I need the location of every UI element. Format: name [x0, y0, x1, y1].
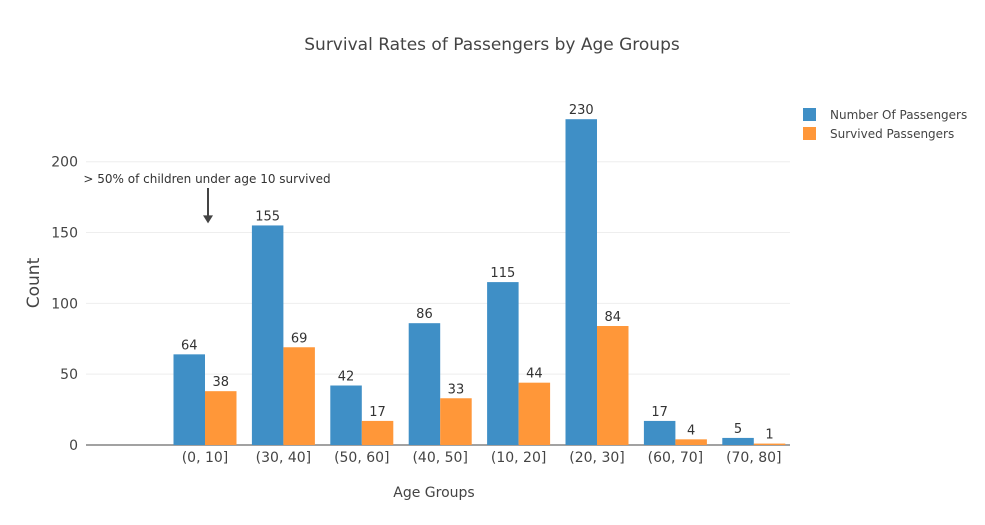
- bar-survived: [205, 391, 237, 445]
- bar-value-label: 38: [212, 375, 229, 390]
- bar-passengers: [251, 225, 284, 445]
- x-tick-label: (0, 10]: [182, 450, 229, 466]
- bar-value-label: 17: [651, 405, 668, 420]
- bar-value-label: 33: [448, 382, 465, 397]
- x-tick-label: (60, 70]: [648, 450, 703, 466]
- y-axis-ticks: 0 50 100 150 200: [51, 155, 78, 454]
- annotation: > 50% of children under age 10 survived: [83, 172, 331, 224]
- bar-value-label: 84: [604, 310, 621, 325]
- annotation-text: > 50% of children under age 10 survived: [83, 172, 330, 186]
- x-tick-label: (50, 60]: [334, 450, 389, 466]
- bar-survived: [518, 382, 551, 445]
- bar-survived: [597, 326, 629, 445]
- x-tick-label: (40, 50]: [412, 450, 467, 466]
- bar-survived: [283, 347, 315, 445]
- y-tick-label: 0: [69, 438, 78, 454]
- chart-title: Survival Rates of Passengers by Age Grou…: [304, 35, 680, 55]
- legend-label: Number Of Passengers: [830, 108, 967, 122]
- bar-survived: [675, 439, 707, 445]
- bar-value-label: 69: [291, 331, 308, 346]
- x-tick-label: (10, 20]: [491, 450, 546, 466]
- bar-survived: [440, 398, 472, 445]
- bar-value-label: 44: [526, 367, 543, 382]
- bar-passengers: [408, 323, 441, 445]
- annotation-arrow-head: [203, 215, 213, 224]
- bar-value-label: 155: [255, 209, 280, 224]
- bar-passengers: [565, 119, 597, 445]
- bar-value-label: 4: [687, 423, 695, 438]
- legend-swatch: [803, 108, 816, 121]
- y-tick-label: 50: [60, 367, 78, 383]
- x-axis-ticks: (0, 10] (30, 40] (50, 60] (40, 50] (10, 20] (…: [182, 450, 782, 466]
- bar-value-label: 64: [181, 338, 198, 353]
- bar-passengers: [722, 437, 754, 445]
- bar-value-label: 1: [765, 428, 773, 443]
- x-tick-label: (20, 30]: [569, 450, 624, 466]
- legend-swatch: [803, 127, 816, 140]
- y-tick-label: 100: [51, 296, 78, 312]
- bar-passengers: [487, 282, 519, 445]
- data-labels: 64 38 155 69 42 17 86 33 115 44 230 84 17 4 5 1: [181, 103, 774, 442]
- bar-survived: [753, 443, 786, 445]
- bar-value-label: 42: [338, 370, 355, 385]
- bars: [173, 119, 786, 445]
- x-tick-label: (30, 40]: [256, 450, 311, 466]
- x-axis-title: Age Groups: [393, 485, 474, 501]
- y-tick-label: 200: [51, 155, 78, 171]
- bar-survived: [361, 420, 394, 445]
- bar-passengers: [643, 420, 676, 445]
- bar-value-label: 17: [369, 405, 386, 420]
- bar-value-label: 115: [490, 266, 515, 281]
- y-axis-title: Count: [24, 257, 44, 308]
- bar-passengers: [173, 354, 205, 445]
- bar-value-label: 5: [734, 422, 742, 437]
- bar-passengers: [330, 385, 362, 445]
- bar-value-label: 230: [569, 103, 594, 118]
- legend-label: Survived Passengers: [830, 127, 954, 141]
- bar-value-label: 86: [416, 307, 433, 322]
- y-tick-label: 150: [51, 226, 78, 242]
- x-tick-label: (70, 80]: [726, 450, 781, 466]
- legend: Number Of Passengers Survived Passengers: [803, 108, 967, 141]
